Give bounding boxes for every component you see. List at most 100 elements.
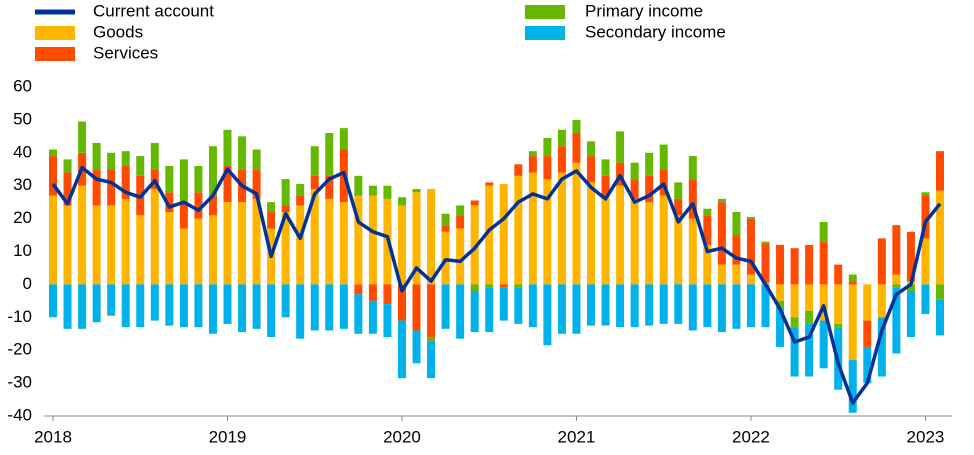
bar bbox=[339, 128, 348, 150]
bar bbox=[325, 133, 334, 176]
bar bbox=[601, 195, 610, 285]
bar bbox=[703, 244, 712, 285]
bar bbox=[194, 192, 203, 219]
bar bbox=[397, 320, 406, 379]
bar bbox=[267, 212, 276, 229]
bar bbox=[136, 284, 145, 328]
bar bbox=[499, 287, 508, 321]
bar bbox=[368, 300, 377, 334]
bar bbox=[339, 284, 348, 329]
bar bbox=[296, 205, 305, 285]
bar bbox=[776, 244, 785, 285]
bar bbox=[557, 129, 566, 147]
bar bbox=[136, 156, 145, 176]
bar bbox=[776, 284, 785, 301]
x-tick-label: 2021 bbox=[558, 427, 596, 446]
bar bbox=[732, 284, 741, 329]
bar bbox=[194, 284, 203, 328]
bar bbox=[165, 212, 174, 285]
bar bbox=[354, 195, 363, 285]
bar bbox=[412, 330, 421, 364]
bar bbox=[601, 284, 610, 326]
bar bbox=[645, 202, 654, 285]
bar bbox=[179, 202, 188, 229]
bar bbox=[630, 179, 639, 199]
bar bbox=[412, 188, 421, 193]
bar bbox=[427, 284, 436, 338]
bar bbox=[906, 290, 915, 338]
bar bbox=[528, 172, 537, 285]
bar bbox=[412, 192, 421, 285]
bar bbox=[557, 172, 566, 285]
bar bbox=[107, 169, 116, 206]
bar bbox=[63, 284, 72, 329]
y-tick-label: -10 bbox=[7, 307, 32, 326]
bar bbox=[325, 284, 334, 331]
bar bbox=[252, 284, 261, 329]
bar bbox=[805, 310, 814, 324]
bar bbox=[645, 175, 654, 203]
bar bbox=[659, 195, 668, 285]
bar bbox=[325, 198, 334, 285]
y-tick-label: 10 bbox=[13, 241, 32, 260]
bar bbox=[892, 225, 901, 275]
bar bbox=[717, 264, 726, 285]
bar bbox=[223, 129, 232, 166]
bar bbox=[790, 317, 799, 328]
bar bbox=[630, 162, 639, 180]
bar bbox=[863, 284, 872, 321]
bar bbox=[470, 205, 479, 285]
bar bbox=[892, 284, 901, 288]
bar bbox=[805, 323, 814, 377]
bar bbox=[194, 165, 203, 193]
bar bbox=[703, 208, 712, 216]
bar bbox=[368, 284, 377, 301]
y-tick-label: 20 bbox=[13, 208, 32, 227]
bar bbox=[63, 159, 72, 173]
legend-label: Goods bbox=[93, 22, 143, 41]
bar bbox=[121, 165, 130, 199]
bar bbox=[921, 192, 930, 196]
bar bbox=[63, 205, 72, 285]
bar bbox=[645, 284, 654, 326]
bar bbox=[936, 299, 944, 336]
bar bbox=[427, 188, 436, 285]
bar bbox=[587, 141, 596, 157]
y-tick-label: 40 bbox=[13, 142, 32, 161]
bar bbox=[252, 169, 261, 199]
bar bbox=[179, 284, 188, 328]
bar bbox=[746, 216, 755, 219]
bar bbox=[688, 218, 697, 285]
bar bbox=[717, 284, 726, 333]
bar bbox=[310, 175, 319, 189]
bar bbox=[281, 284, 290, 318]
bar bbox=[848, 284, 857, 361]
bar bbox=[441, 225, 450, 232]
bar bbox=[441, 284, 450, 329]
bar bbox=[383, 185, 392, 199]
bar bbox=[121, 198, 130, 285]
bar bbox=[601, 175, 610, 196]
bar bbox=[819, 221, 828, 242]
bar bbox=[208, 146, 217, 196]
bar bbox=[252, 198, 261, 285]
bar bbox=[296, 184, 305, 196]
bar bbox=[107, 284, 116, 316]
bar bbox=[572, 284, 581, 334]
bar bbox=[223, 165, 232, 203]
bar bbox=[834, 323, 843, 328]
bar bbox=[179, 159, 188, 203]
bar bbox=[383, 304, 392, 338]
bar bbox=[746, 284, 755, 328]
bar bbox=[790, 284, 799, 318]
bar bbox=[238, 136, 247, 170]
bar bbox=[252, 149, 261, 170]
x-tick-label: 2020 bbox=[383, 427, 421, 446]
bar bbox=[572, 162, 581, 285]
legend-label: Services bbox=[93, 43, 158, 62]
bar bbox=[587, 182, 596, 285]
bar bbox=[368, 185, 377, 196]
bar bbox=[848, 274, 857, 282]
bar bbox=[834, 284, 843, 324]
bar bbox=[456, 228, 465, 285]
